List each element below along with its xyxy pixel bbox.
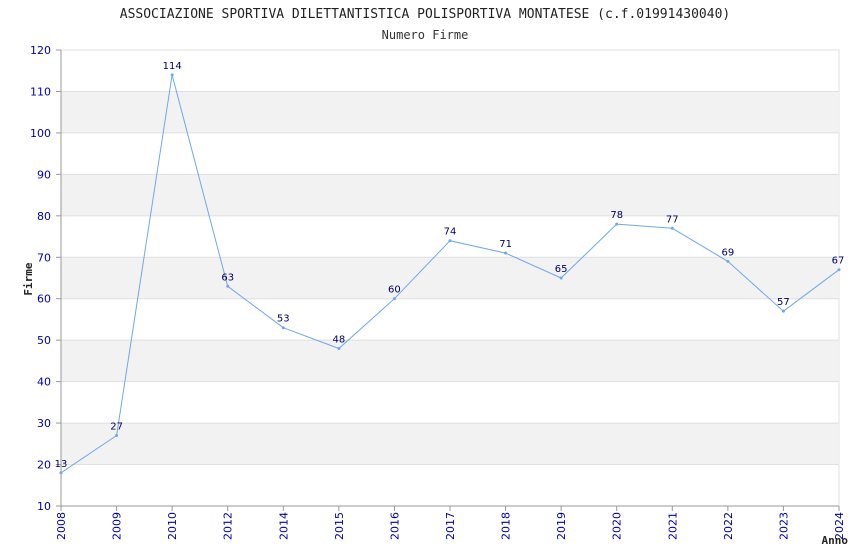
background-band [61, 340, 839, 382]
data-point [170, 73, 174, 77]
background-bands [60, 49, 840, 507]
data-point [559, 276, 563, 280]
data-label: 63 [221, 272, 234, 283]
data-point [837, 268, 841, 272]
data-point [726, 259, 730, 263]
data-label: 27 [110, 422, 123, 433]
x-tick-label: 2012 [222, 512, 235, 540]
data-label: 65 [555, 264, 568, 275]
x-tick-label: 2020 [611, 512, 624, 540]
gridlines [61, 49, 839, 507]
y-tick-labels: 10 20 30 40 50 60 70 80 90 100 110 120 [30, 44, 51, 513]
x-tick-label: 2022 [722, 512, 735, 540]
x-tick-label: 2009 [111, 512, 124, 540]
x-tick-label: 2021 [666, 512, 679, 540]
x-axis-title: Anno [822, 534, 849, 547]
data-point [448, 239, 452, 243]
data-label: 77 [666, 214, 679, 225]
series-group [59, 73, 841, 475]
data-label: 74 [444, 227, 457, 238]
x-tick-label: 2018 [500, 512, 513, 540]
background-band [61, 174, 839, 216]
y-tick-label: 60 [37, 293, 51, 306]
data-point [781, 309, 785, 313]
data-point [337, 346, 341, 350]
background-band [61, 257, 839, 299]
data-point [226, 284, 230, 288]
x-tick-label: 2017 [444, 512, 457, 540]
data-label: 57 [777, 297, 790, 308]
data-label: 53 [277, 314, 290, 325]
data-label: 67 [832, 256, 845, 267]
x-tick-label: 2016 [388, 512, 401, 540]
data-label: 114 [163, 61, 182, 72]
y-tick-label: 80 [37, 210, 51, 223]
data-point [115, 434, 119, 438]
data-label: 69 [721, 247, 734, 258]
y-tick-label: 10 [37, 500, 51, 513]
background-band [61, 91, 839, 133]
y-tick-label: 70 [37, 251, 51, 264]
data-label: 60 [388, 285, 401, 296]
data-labels: 13 27 114 63 53 48 60 74 71 65 78 77 69 57 67 [55, 61, 845, 470]
x-tick-label: 2010 [166, 512, 179, 540]
chart-title: ASSOCIAZIONE SPORTIVA DILETTANTISTICA PO… [120, 7, 730, 22]
x-tick-labels: 2008 2009 2010 2012 2014 2015 2016 2017 2018 2019… [55, 512, 846, 540]
x-tick-label: 2024 [833, 512, 846, 540]
data-label: 71 [499, 239, 512, 250]
data-label: 48 [332, 334, 345, 345]
y-tick-label: 40 [37, 376, 51, 389]
x-tick-label: 2014 [277, 512, 290, 540]
data-point [392, 297, 396, 301]
data-label: 78 [610, 210, 623, 221]
chart-subtitle: Numero Firme [382, 28, 469, 42]
y-axis-title: Firme [22, 262, 35, 295]
data-point [281, 326, 285, 330]
x-tick-label: 2008 [55, 512, 68, 540]
x-tick-label: 2019 [555, 512, 568, 540]
data-label: 13 [55, 459, 68, 470]
y-tick-label: 30 [37, 417, 51, 430]
x-tick-label: 2023 [777, 512, 790, 540]
data-point [615, 222, 619, 226]
data-point [59, 471, 63, 475]
y-tick-label: 50 [37, 334, 51, 347]
data-point [504, 251, 508, 255]
y-tick-label: 100 [30, 127, 51, 140]
axes [56, 49, 840, 511]
y-tick-label: 90 [37, 168, 51, 181]
y-tick-label: 120 [30, 44, 51, 57]
y-tick-label: 110 [30, 85, 51, 98]
data-point [670, 226, 674, 230]
y-tick-label: 20 [37, 459, 51, 472]
x-tick-label: 2015 [333, 512, 346, 540]
background-band [61, 423, 839, 465]
